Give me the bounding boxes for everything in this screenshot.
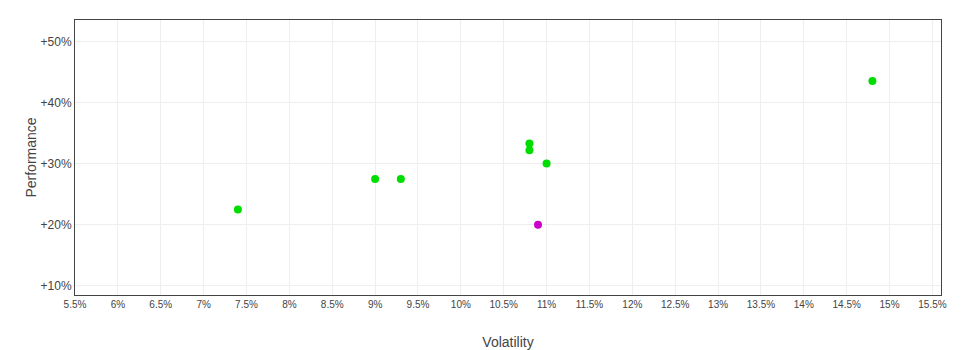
svg-text:+20%: +20%: [41, 218, 72, 232]
svg-text:15.5%: 15.5%: [918, 299, 946, 310]
svg-text:7.5%: 7.5%: [235, 299, 258, 310]
svg-text:7%: 7%: [196, 299, 211, 310]
svg-text:12.5%: 12.5%: [661, 299, 689, 310]
svg-text:9.5%: 9.5%: [407, 299, 430, 310]
svg-text:Volatility: Volatility: [482, 334, 533, 350]
svg-text:10%: 10%: [451, 299, 471, 310]
svg-text:+30%: +30%: [41, 157, 72, 171]
svg-text:6.5%: 6.5%: [149, 299, 172, 310]
svg-text:8.5%: 8.5%: [321, 299, 344, 310]
svg-text:Performance: Performance: [23, 117, 39, 197]
svg-text:13%: 13%: [708, 299, 728, 310]
svg-text:8%: 8%: [282, 299, 297, 310]
svg-text:+50%: +50%: [41, 35, 72, 49]
svg-text:15%: 15%: [880, 299, 900, 310]
svg-text:+10%: +10%: [41, 279, 72, 293]
svg-text:9%: 9%: [368, 299, 383, 310]
svg-text:14%: 14%: [794, 299, 814, 310]
svg-text:14.5%: 14.5%: [833, 299, 861, 310]
svg-text:+40%: +40%: [41, 96, 72, 110]
svg-text:5.5%: 5.5%: [64, 299, 87, 310]
svg-text:11%: 11%: [537, 299, 556, 310]
svg-text:10.5%: 10.5%: [490, 299, 518, 310]
svg-text:6%: 6%: [111, 299, 126, 310]
svg-text:11.5%: 11.5%: [576, 299, 604, 310]
svg-text:12%: 12%: [622, 299, 642, 310]
svg-text:13.5%: 13.5%: [747, 299, 775, 310]
